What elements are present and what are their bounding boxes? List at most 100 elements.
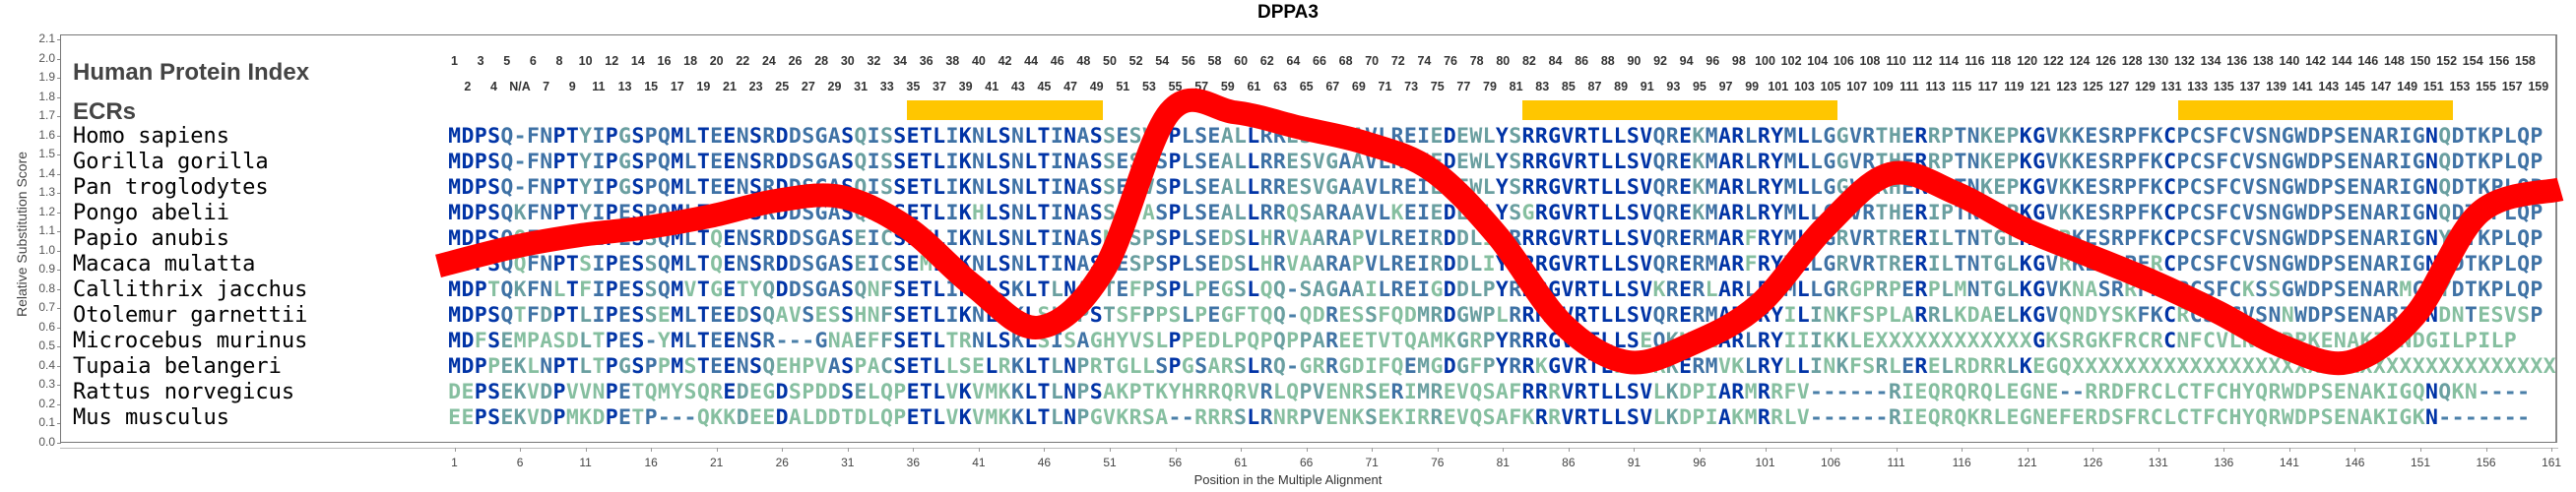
x-tick-label: 111 <box>1887 456 1905 469</box>
protein-index-bottom: 79 <box>1483 80 1497 93</box>
protein-index-top: 54 <box>1155 54 1170 68</box>
chart-title: DPPA3 <box>1257 2 1319 23</box>
y-tick-label: 0.1 <box>38 415 55 430</box>
y-tick-label: 1.0 <box>38 242 55 257</box>
x-tick-label: 6 <box>516 456 524 469</box>
protein-index-top: 122 <box>2042 54 2064 68</box>
y-tick-label: 1.5 <box>38 147 55 161</box>
x-tick-mark <box>1831 448 1833 452</box>
protein-index-top: 152 <box>2436 54 2458 68</box>
protein-index-top: 34 <box>893 54 907 68</box>
x-tick-mark <box>1175 448 1177 452</box>
protein-index-bottom: 131 <box>2160 80 2182 93</box>
y-tick-mark <box>57 308 61 310</box>
protein-index-bottom: 155 <box>2476 80 2496 93</box>
protein-index-bottom: 51 <box>1116 80 1130 93</box>
ecrs-label: ECRs <box>73 98 137 125</box>
x-tick-mark <box>847 448 849 452</box>
protein-index-top: 70 <box>1365 54 1380 68</box>
x-tick-label: 21 <box>710 456 724 469</box>
y-tick-label: 0.7 <box>38 300 55 315</box>
species-label: Tupaia belangeri <box>73 354 282 379</box>
protein-index-top: 12 <box>605 54 619 68</box>
y-tick-label: 1.3 <box>38 185 55 200</box>
x-tick-label: 81 <box>1496 456 1510 469</box>
y-tick-mark <box>57 135 61 137</box>
x-tick-mark <box>2157 448 2159 452</box>
x-tick-label: 126 <box>2083 456 2103 469</box>
protein-index-bottom: 89 <box>1614 80 1629 93</box>
protein-index-bottom: 97 <box>1718 80 1733 93</box>
sequence-row: DEPSEKVDPVVNPETQMYSQREDEGDSPDDSELQPETLVK… <box>448 380 2531 404</box>
x-tick-label: 161 <box>2542 456 2562 469</box>
y-tick-mark <box>57 58 61 60</box>
protein-index-top: 138 <box>2252 54 2274 68</box>
protein-index-top: 5 <box>503 54 511 68</box>
protein-index-bottom: 25 <box>775 80 790 93</box>
x-tick-label: 76 <box>1431 456 1445 469</box>
x-tick-mark <box>1437 448 1439 452</box>
y-tick-mark <box>57 270 61 272</box>
protein-index-top: 136 <box>2226 54 2248 68</box>
protein-index-top: 3 <box>477 54 484 68</box>
protein-index-top: 22 <box>736 54 750 68</box>
protein-index-bottom: 99 <box>1745 80 1760 93</box>
protein-index-bottom: 21 <box>723 80 737 93</box>
human-protein-index-label: Human Protein Index <box>73 59 310 86</box>
protein-index-top: 40 <box>971 54 986 68</box>
protein-index-top: 120 <box>2017 54 2038 68</box>
y-tick-mark <box>57 212 61 214</box>
sequence-row: MDPSQQFNPTSIPESSQMLTQENSRDDSGASEICSEMLIK… <box>448 252 2544 277</box>
x-axis-line <box>60 448 2558 449</box>
sequence-row: MDPPEKLNPTLTPGSPPMSTEENSQEHPVASPACSETLLS… <box>448 354 2556 379</box>
protein-index-bottom: 39 <box>958 80 973 93</box>
protein-index-bottom: 107 <box>1846 80 1868 93</box>
y-tick-label: 0.3 <box>38 377 55 392</box>
protein-index-bottom: 119 <box>2004 80 2025 93</box>
protein-index-bottom: N/A <box>509 80 531 93</box>
protein-index-bottom: 15 <box>644 80 659 93</box>
sequence-row: MDPTQKFNLTFIPESSQMVTGETYQDDSGASQNFSETLIK… <box>448 277 2544 302</box>
x-tick-mark <box>585 448 587 452</box>
protein-index-top: 94 <box>1679 54 1694 68</box>
y-tick-mark <box>57 385 61 387</box>
x-tick-mark <box>2288 448 2290 452</box>
protein-index-bottom: 19 <box>696 80 711 93</box>
y-tick-label: 1.7 <box>38 108 55 123</box>
protein-index-bottom: 73 <box>1404 80 1419 93</box>
protein-index-bottom: 113 <box>1925 80 1946 93</box>
y-tick-mark <box>57 403 61 405</box>
y-tick-mark <box>57 327 61 329</box>
protein-index-bottom: 137 <box>2239 80 2261 93</box>
sequence-row: MDPSQQFNPTSIPESSQMLTQENSRDDSGASEICSEMLIK… <box>448 226 2544 251</box>
protein-index-bottom: 103 <box>1793 80 1815 93</box>
protein-index-top: 146 <box>2357 54 2379 68</box>
y-tick-label: 0.0 <box>38 435 55 449</box>
protein-index-bottom: 27 <box>801 80 815 93</box>
protein-index-bottom: 135 <box>2213 80 2234 93</box>
x-tick-mark <box>913 448 915 452</box>
protein-index-bottom: 109 <box>1872 80 1894 93</box>
protein-index-bottom: 83 <box>1535 80 1550 93</box>
x-tick-label: 116 <box>1952 456 1971 469</box>
protein-index-top: 130 <box>2148 54 2169 68</box>
sequence-row: MDFSEMPASDLTPES-YMLTEENSR---GNAEFFSETLTR… <box>448 329 2517 353</box>
protein-index-top: 156 <box>2488 54 2510 68</box>
species-label: Callithrix jacchus <box>73 277 308 302</box>
protein-index-top: 50 <box>1103 54 1117 68</box>
protein-index-bottom: 4 <box>489 80 497 93</box>
protein-index-bottom: 125 <box>2082 80 2103 93</box>
protein-index-top: 134 <box>2200 54 2222 68</box>
protein-index-bottom: 81 <box>1509 80 1523 93</box>
x-tick-mark <box>1699 448 1701 452</box>
y-tick-label: 0.5 <box>38 338 55 353</box>
protein-index-top: 92 <box>1653 54 1667 68</box>
x-tick-label: 86 <box>1562 456 1576 469</box>
protein-index-top: 116 <box>1964 54 1985 68</box>
x-tick-label: 46 <box>1037 456 1052 469</box>
x-axis-title: Position in the Multiple Alignment <box>1193 472 1383 487</box>
protein-index-bottom: 139 <box>2266 80 2286 93</box>
protein-index-bottom: 87 <box>1587 80 1602 93</box>
x-tick-label: 1 <box>451 456 458 469</box>
protein-index-bottom: 85 <box>1561 80 1576 93</box>
